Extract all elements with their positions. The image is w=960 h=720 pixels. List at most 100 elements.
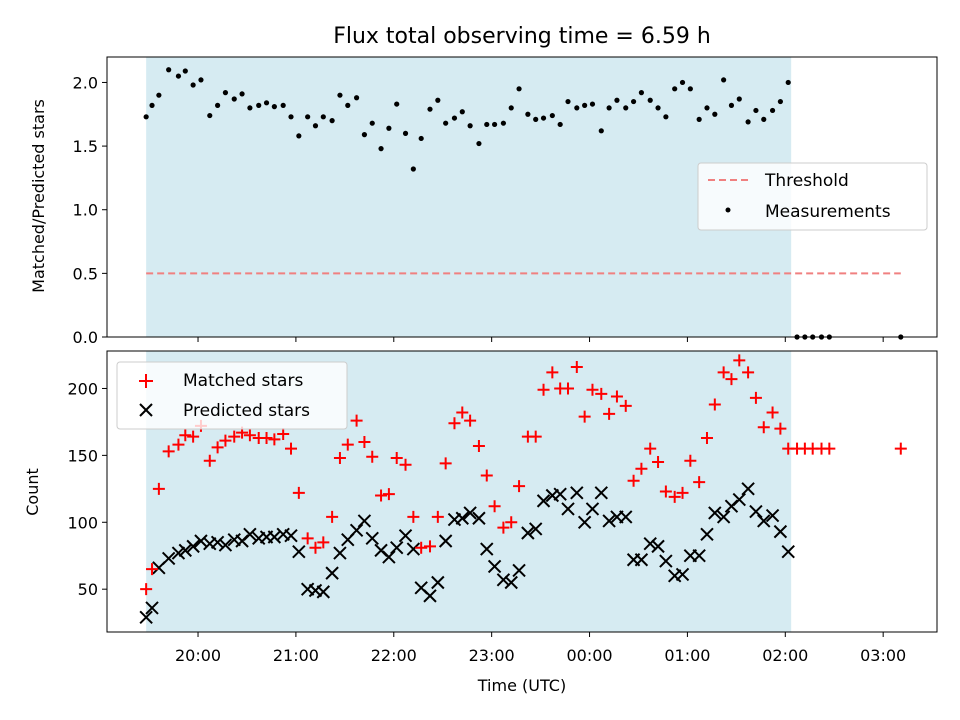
measurement-point: [533, 116, 539, 122]
measurement-point: [427, 106, 433, 112]
matched-star-marker: [448, 417, 461, 430]
top-legend-box: [697, 162, 928, 231]
predicted-star-marker: [218, 538, 233, 552]
measurement-point: [500, 120, 507, 126]
matched-star-marker: [659, 485, 672, 498]
measurement-point: [753, 107, 759, 114]
matched-star-marker: [415, 541, 428, 554]
matched-star-marker: [292, 486, 305, 499]
predicted-star-marker: [781, 545, 795, 559]
predicted-star-marker: [512, 563, 526, 578]
bottom-ytick-label: 50: [78, 580, 98, 599]
predicted-star-marker: [349, 523, 364, 538]
measurement-point: [190, 82, 196, 88]
measurement-point: [320, 114, 326, 120]
measurement-point: [410, 166, 416, 172]
measurement-point: [166, 67, 172, 73]
measurement-point: [182, 68, 188, 74]
measurement-point: [271, 104, 277, 110]
measurement-point: [394, 101, 400, 107]
predicted-star-marker: [521, 526, 535, 540]
measurement-point: [312, 123, 319, 129]
measurement-point: [712, 111, 718, 117]
predicted-star-marker: [585, 502, 600, 516]
predicted-star-marker: [178, 543, 193, 558]
measurement-point: [369, 120, 375, 126]
measurement-point: [484, 121, 490, 128]
predicted-star-marker: [292, 545, 306, 559]
measurement-point: [565, 98, 571, 105]
predicted-star-marker: [741, 482, 755, 496]
matched-star-marker: [610, 390, 623, 403]
measurement-point: [329, 118, 335, 124]
measurement-point: [476, 140, 482, 147]
predicted-star-marker: [634, 553, 649, 567]
matched-star-marker: [480, 469, 493, 482]
matched-star-marker: [285, 442, 298, 455]
predicted-star-marker: [496, 573, 511, 587]
bottom-xtick-label: 01:00: [664, 646, 710, 665]
matched-star-marker: [725, 373, 738, 386]
matched-star-marker: [676, 486, 689, 499]
matched-star-marker: [439, 457, 452, 470]
measurement-point: [630, 98, 637, 105]
matched-star-marker: [742, 366, 755, 379]
predicted-star-marker: [438, 534, 453, 548]
top-axes-frame: [106, 56, 938, 338]
matched-star-marker: [350, 414, 363, 427]
measurement-point: [296, 133, 302, 139]
predicted-star-marker: [333, 546, 347, 560]
measurement-point: [451, 115, 458, 121]
measurement-point: [467, 123, 473, 129]
matched-star-marker: [652, 456, 665, 469]
legend-measurements-label: Measurements: [765, 202, 891, 222]
matched-star-marker: [603, 407, 616, 420]
measurement-point: [337, 92, 343, 98]
predicted-star-marker: [659, 554, 673, 568]
matched-star-marker: [774, 422, 787, 435]
top-legend: Threshold Measurements: [697, 162, 928, 231]
matched-star-marker: [333, 452, 346, 465]
predicted-star-marker: [716, 510, 731, 524]
matched-star-marker: [399, 458, 412, 471]
legend-threshold-label: Threshold: [764, 171, 849, 191]
measurement-point: [606, 105, 612, 111]
measurement-point: [549, 112, 555, 119]
measurement-point: [589, 101, 596, 107]
predicted-star-marker: [390, 540, 404, 555]
matched-star-marker: [497, 521, 510, 534]
predicted-star-marker: [528, 522, 543, 536]
predicted-star-marker: [561, 502, 575, 516]
measurement-point: [623, 105, 629, 111]
matched-star-marker: [431, 510, 444, 523]
predicted-star-marker: [619, 510, 633, 524]
measurement-point: [687, 86, 693, 92]
bottom-ytick-label: 100: [67, 513, 98, 532]
matched-star-marker: [152, 482, 165, 495]
measurement-point: [247, 105, 253, 111]
matched-star-marker: [529, 430, 542, 443]
matched-star-marker: [700, 431, 713, 444]
measurement-point: [598, 128, 604, 134]
predicted-star-marker: [757, 514, 771, 528]
predicted-star-marker: [480, 542, 494, 556]
matched-star-marker: [570, 361, 583, 374]
predicted-star-marker: [325, 566, 339, 580]
predicted-star-marker: [406, 542, 421, 556]
matched-star-marker: [513, 480, 526, 493]
predicted-star-marker: [210, 535, 225, 550]
matched-star-marker: [228, 430, 241, 443]
measurement-point: [655, 105, 661, 111]
legend-matched-swatch: [139, 374, 153, 388]
predicted-star-marker: [643, 536, 657, 551]
measurement-point: [149, 102, 155, 108]
predicted-star-marker: [455, 511, 470, 525]
matched-star-marker: [635, 462, 648, 475]
matched-star-marker: [375, 489, 388, 502]
measurement-point: [207, 112, 213, 119]
predicted-star-marker: [749, 504, 763, 519]
matched-star-marker: [546, 366, 559, 379]
top-ytick-label: 0.0: [73, 328, 98, 347]
matched-star-marker: [277, 427, 290, 440]
